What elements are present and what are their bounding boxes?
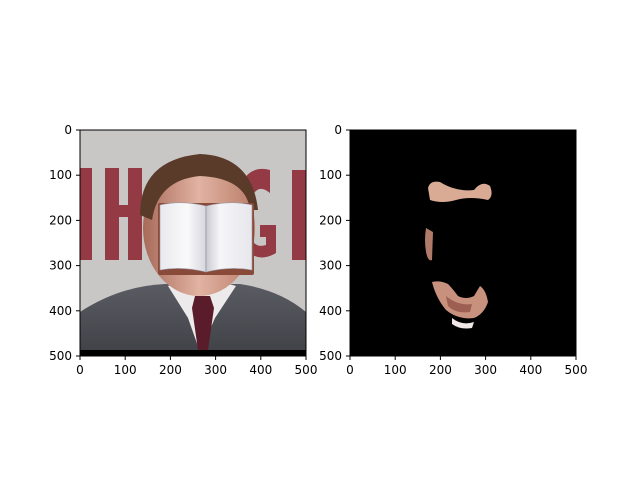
- left-axes-frame: [79, 129, 307, 357]
- right-x-tick-label: 0: [346, 363, 354, 377]
- book-overlay: [158, 202, 254, 275]
- right-image: [350, 130, 576, 356]
- left-y-tick-label: 200: [49, 213, 72, 227]
- mask-forehead-region: [428, 181, 492, 202]
- mask-background: [350, 130, 576, 356]
- photo-bottom-strip: [80, 350, 306, 356]
- left-x-tick-label: 100: [114, 363, 137, 377]
- left-image: [80, 130, 306, 356]
- right-axis-ticks: 0 100 200 300 400 500 0 100 200 300 400 500: [319, 123, 587, 377]
- mask-collar-region: [452, 318, 474, 329]
- right-axes-frame: [349, 129, 577, 357]
- right-x-tick-label: 100: [384, 363, 407, 377]
- left-image-panel: 0 100 200 300 400 500 0 100 200 300 400 500: [49, 123, 317, 377]
- right-y-tick-label: 300: [319, 259, 342, 273]
- right-x-tick-label: 500: [565, 363, 588, 377]
- right-image-panel: 0 100 200 300 400 500 0 100 200 300 400 500: [319, 123, 587, 377]
- mask-mouth-region: [446, 296, 472, 313]
- mask-chin-region: [432, 281, 488, 319]
- left-y-tick-label: 500: [49, 349, 72, 363]
- left-x-tick-label: 500: [295, 363, 318, 377]
- left-x-tick-label: 300: [204, 363, 227, 377]
- right-x-tick-label: 200: [429, 363, 452, 377]
- mask-cheek-region: [425, 228, 433, 261]
- right-y-tick-label: 100: [319, 168, 342, 182]
- right-y-tick-label: 200: [319, 213, 342, 227]
- left-y-tick-label: 300: [49, 259, 72, 273]
- left-x-tick-label: 0: [76, 363, 84, 377]
- left-y-tick-label: 100: [49, 168, 72, 182]
- tie: [192, 296, 214, 350]
- left-y-tick-label: 0: [64, 123, 72, 137]
- right-x-tick-label: 300: [474, 363, 497, 377]
- left-x-tick-label: 400: [249, 363, 272, 377]
- right-x-tick-label: 400: [519, 363, 542, 377]
- left-axis-ticks: 0 100 200 300 400 500 0 100 200 300 400 500: [49, 123, 317, 377]
- hair: [140, 154, 258, 220]
- right-y-tick-label: 500: [319, 349, 342, 363]
- left-x-tick-label: 200: [159, 363, 182, 377]
- left-y-tick-label: 400: [49, 304, 72, 318]
- right-y-tick-label: 0: [334, 123, 342, 137]
- right-y-tick-label: 400: [319, 304, 342, 318]
